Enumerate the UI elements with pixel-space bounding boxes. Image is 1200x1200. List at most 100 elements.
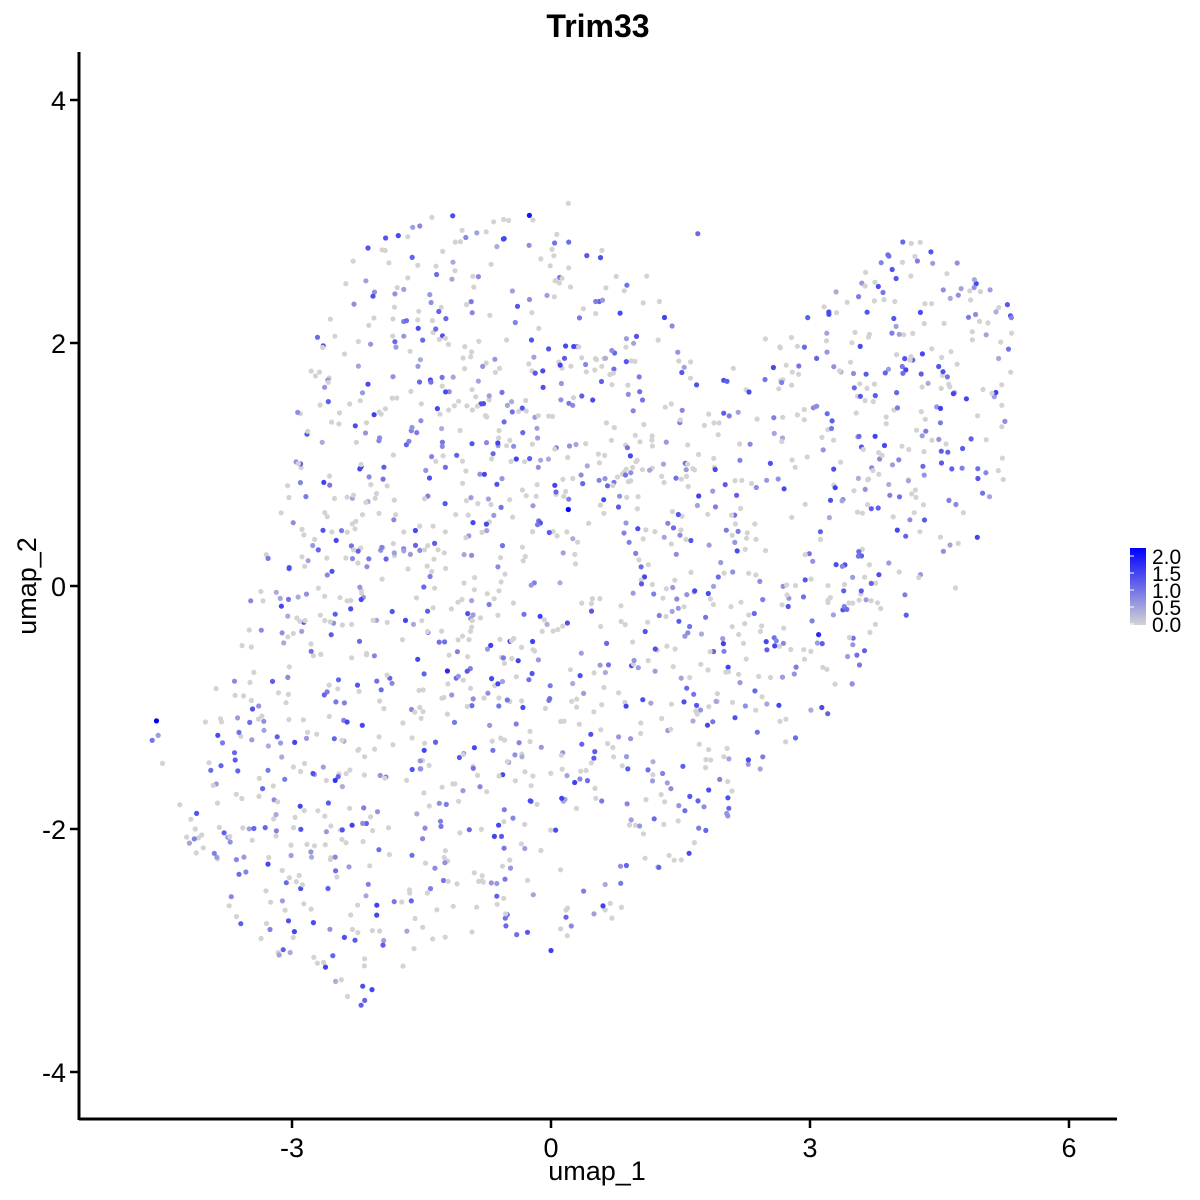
cell-point [341,934,347,941]
cell-point [412,709,418,715]
cell-point [400,720,406,726]
cell-point [357,466,363,472]
cell-point [499,389,505,395]
cell-point [484,414,490,420]
cell-point [394,285,400,291]
cell-point [362,997,368,1004]
cell-point [975,413,981,419]
cell-point [735,528,741,535]
cell-point [649,443,656,449]
cell-point [489,676,495,682]
cell-point [499,678,506,685]
cell-point [899,259,906,265]
cell-point [335,774,341,780]
cell-point [325,800,331,806]
cell-point [328,823,334,829]
cell-point [422,860,429,866]
colorbar-label: 0.5 [1152,597,1181,620]
cell-point [213,686,219,692]
cell-point [441,550,447,556]
cell-point [993,309,999,315]
cell-point [573,805,580,812]
cell-point [530,529,536,535]
cell-point [535,657,542,663]
cell-point [545,456,552,462]
cell-point [832,485,838,491]
cell-point [839,563,845,569]
cell-point [793,664,799,670]
cell-point [635,665,641,671]
cell-point [601,684,607,691]
cell-point [726,805,732,811]
cell-point [880,289,886,296]
cell-point [460,788,466,794]
cell-point [850,642,856,648]
cell-point [579,393,585,399]
cell-point [825,583,831,589]
cell-point [630,464,636,471]
cell-point [776,643,783,649]
cell-point [681,604,687,610]
cell-point [236,729,242,736]
cell-point [290,825,297,831]
cell-point [503,923,509,929]
cell-point [725,664,731,670]
cell-point [746,389,752,395]
cell-point [440,248,446,254]
cell-point [418,418,424,424]
cell-point [332,333,338,339]
cell-point [989,390,995,396]
cell-point [575,539,581,545]
cell-point [400,963,406,969]
cell-point [441,854,447,861]
cell-point [412,527,418,534]
cell-point [363,893,369,899]
cell-point [819,434,825,440]
cell-point [312,536,318,543]
cell-point [297,803,303,809]
cell-point [625,382,631,388]
cell-point [784,592,790,598]
cell-point [477,471,483,477]
cell-point [959,465,965,471]
cell-point [917,239,923,245]
cell-point [664,643,670,649]
cell-point [286,494,292,501]
cell-point [814,355,820,361]
cell-point [720,636,726,642]
cell-point [470,765,476,771]
cell-point [661,821,667,828]
cell-point [535,464,541,470]
cell-point [331,736,337,742]
cell-point [681,699,687,705]
cell-point [546,413,552,419]
cell-point [474,904,480,910]
cell-point [661,534,667,540]
cell-point [487,312,493,318]
cell-point [308,368,314,374]
cell-point [593,795,599,801]
cell-point [470,696,476,702]
cell-point [687,623,693,630]
cell-point [673,475,679,481]
cell-point [704,722,711,728]
cell-point [311,843,318,849]
cell-point [824,411,830,417]
cell-point [290,630,296,637]
cell-point [829,418,835,424]
cell-point [971,277,978,283]
cell-point [514,303,521,309]
cell-point [474,230,480,236]
cell-point [496,822,502,828]
cell-point [279,867,285,874]
cell-point [611,754,617,760]
cell-point [301,532,307,538]
cell-point [792,583,799,589]
cell-point [457,427,463,434]
cell-point [883,414,889,420]
cell-point [694,502,701,509]
cell-point [439,443,445,449]
cell-point [233,857,239,863]
cell-point [802,577,808,583]
cell-point [322,813,328,819]
